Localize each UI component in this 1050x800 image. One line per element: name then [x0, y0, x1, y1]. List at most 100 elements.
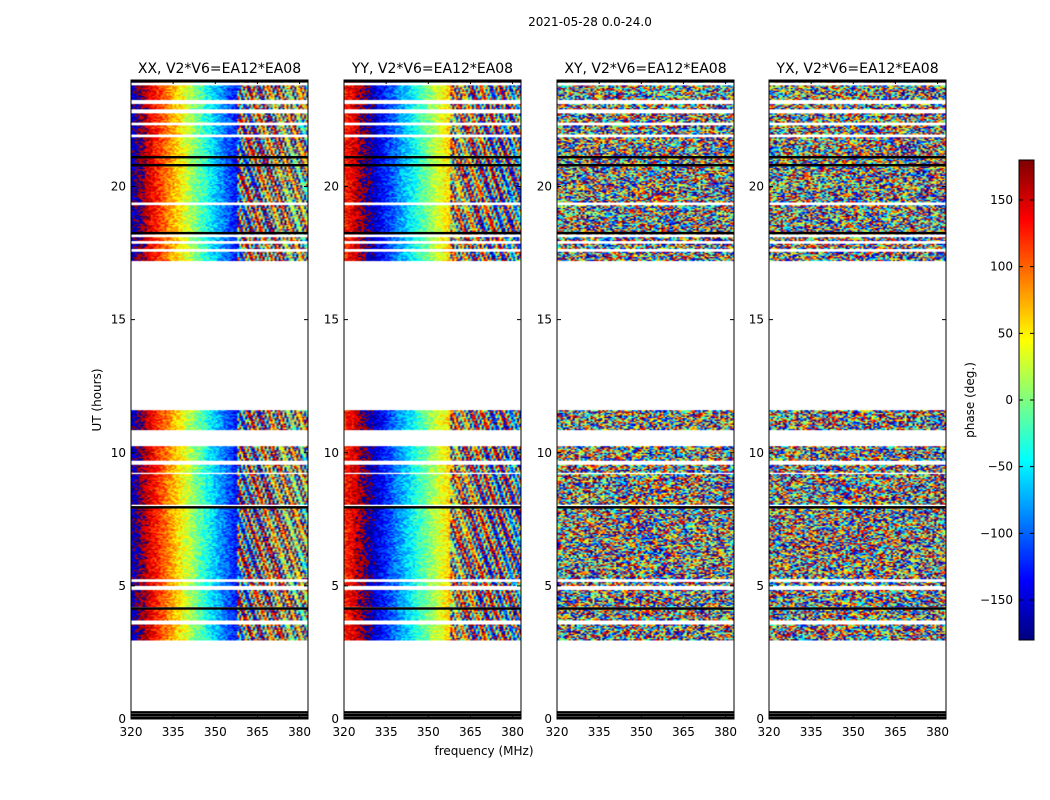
- y-tick-label: 15: [324, 313, 339, 327]
- dark-line: [131, 156, 308, 159]
- x-tick-label: 350: [630, 725, 653, 739]
- panel-title: YY, V2*V6=EA12*EA08: [351, 61, 513, 77]
- axes-frame: [130, 79, 309, 720]
- y-tick-label: 5: [756, 579, 764, 593]
- dark-line: [344, 156, 521, 159]
- dark-line: [557, 164, 734, 167]
- dark-line: [344, 607, 521, 610]
- dark-line: [131, 713, 308, 717]
- colorbar-tick-label: −50: [988, 460, 1013, 474]
- dark-line: [769, 80, 946, 83]
- dark-line: [344, 164, 521, 167]
- dark-line: [769, 506, 946, 509]
- colorbar-tick-label: 50: [998, 326, 1013, 340]
- x-tick-label: 335: [800, 725, 823, 739]
- x-tick-label: 380: [288, 725, 311, 739]
- y-tick-label: 0: [118, 712, 126, 726]
- dark-line: [557, 607, 734, 610]
- x-tick-label: 365: [459, 725, 482, 739]
- dark-line: [344, 711, 521, 714]
- panel-xy: XY, V2*V6=EA12*EA08 320 335 350 365 380 0 5 10 15…: [537, 61, 737, 739]
- y-tick-label: 15: [749, 313, 764, 327]
- y-tick-label: 10: [537, 446, 552, 460]
- x-tick-label: 320: [546, 725, 569, 739]
- x-tick-label: 350: [204, 725, 227, 739]
- x-tick-label: 320: [758, 725, 781, 739]
- dark-line: [557, 711, 734, 714]
- y-tick-label: 20: [749, 180, 764, 194]
- axes-frame: [556, 79, 735, 720]
- dark-line: [131, 607, 308, 610]
- dark-line: [131, 506, 308, 509]
- dark-line: [557, 506, 734, 509]
- y-tick-label: 5: [331, 579, 339, 593]
- x-tick-label: 380: [714, 725, 737, 739]
- x-tick-label: 335: [588, 725, 611, 739]
- dark-line: [769, 156, 946, 159]
- dark-line: [344, 716, 521, 719]
- x-tick-label: 320: [120, 725, 143, 739]
- colorbar: −150 −100 −50 0 50 100 150 phase (deg.): [963, 159, 1035, 641]
- panels-group: XX, V2*V6=EA12*EA08 320 335 350 365 380 0 5 10 15…: [111, 61, 949, 739]
- x-tick-label: 365: [884, 725, 907, 739]
- phase-heatmap: [344, 80, 521, 719]
- dark-line: [769, 711, 946, 714]
- colorbar-tick-label: 100: [990, 260, 1013, 274]
- dark-line: [769, 713, 946, 717]
- x-tick-label: 335: [375, 725, 398, 739]
- dark-line: [557, 713, 734, 717]
- panel-title: YX, V2*V6=EA12*EA08: [775, 61, 938, 77]
- x-tick-label: 380: [501, 725, 524, 739]
- x-tick-label: 365: [672, 725, 695, 739]
- x-tick-label: 350: [417, 725, 440, 739]
- colorbar-tick-label: 0: [1005, 393, 1013, 407]
- y-tick-label: 20: [111, 180, 126, 194]
- y-tick-label: 5: [118, 579, 126, 593]
- dark-line: [131, 164, 308, 167]
- dark-line: [557, 231, 734, 235]
- dark-line: [131, 716, 308, 719]
- dark-line: [344, 80, 521, 83]
- y-tick-label: 10: [111, 446, 126, 460]
- axes-frame: [343, 79, 522, 720]
- x-axis-label: frequency (MHz): [434, 744, 533, 758]
- axes-frame: [768, 79, 947, 720]
- panel-xx: XX, V2*V6=EA12*EA08 320 335 350 365 380 0 5 10 15…: [111, 61, 311, 739]
- x-tick-label: 380: [926, 725, 949, 739]
- dark-line: [769, 716, 946, 719]
- figure-suptitle: 2021-05-28 0.0-24.0: [528, 15, 652, 29]
- phase-heatmap: [557, 80, 734, 719]
- y-tick-label: 0: [756, 712, 764, 726]
- y-tick-label: 10: [324, 446, 339, 460]
- dark-line: [344, 713, 521, 717]
- x-tick-label: 350: [842, 725, 865, 739]
- colorbar-tick-label: 150: [990, 193, 1013, 207]
- y-axis-label: UT (hours): [90, 368, 104, 431]
- panel-title: XX, V2*V6=EA12*EA08: [138, 61, 301, 77]
- y-tick-label: 10: [749, 446, 764, 460]
- dark-line: [344, 231, 521, 235]
- y-tick-label: 20: [537, 180, 552, 194]
- dark-line: [769, 164, 946, 167]
- panel-yy: YY, V2*V6=EA12*EA08 320 335 350 365 380 0 5 10 15…: [324, 61, 524, 739]
- dark-line: [131, 711, 308, 714]
- y-tick-label: 0: [544, 712, 552, 726]
- dark-line: [769, 607, 946, 610]
- x-tick-label: 365: [246, 725, 269, 739]
- x-tick-label: 335: [162, 725, 185, 739]
- dark-line: [769, 231, 946, 235]
- y-tick-label: 15: [537, 313, 552, 327]
- colorbar-tick-label: −150: [980, 593, 1013, 607]
- dark-line: [131, 231, 308, 235]
- dark-line: [557, 80, 734, 83]
- y-tick-label: 20: [324, 180, 339, 194]
- phase-heatmap: [769, 80, 946, 719]
- phase-heatmap: [131, 80, 308, 719]
- dark-line: [557, 156, 734, 159]
- dark-line: [557, 716, 734, 719]
- colorbar-label: phase (deg.): [963, 362, 977, 438]
- panel-title: XY, V2*V6=EA12*EA08: [564, 61, 726, 77]
- y-tick-label: 15: [111, 313, 126, 327]
- y-tick-label: 5: [544, 579, 552, 593]
